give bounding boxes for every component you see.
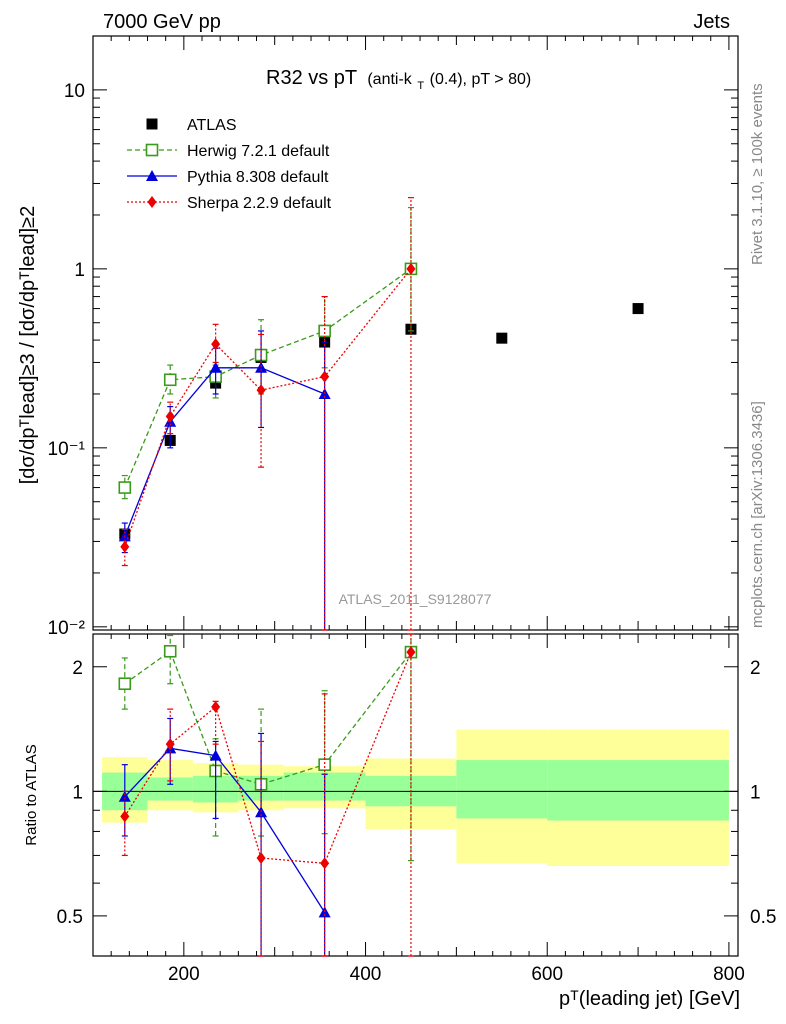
chart-title-sub-sub: T [417, 80, 424, 92]
point-sherpa-4 [320, 857, 330, 870]
ratio-series-sherpa [120, 633, 416, 957]
point-sherpa-0 [120, 540, 130, 553]
legend-label-herwig: Herwig 7.2.1 default [187, 143, 330, 160]
bot-ytick-label-0: 0.5 [57, 907, 83, 928]
bot-ytick-label-right-1: 1 [750, 782, 761, 803]
point-sherpa-4 [320, 370, 330, 383]
series-sherpa [120, 197, 416, 631]
point-sherpa-2 [211, 338, 221, 351]
line-herwig [124, 268, 412, 488]
point-herwig-1 [163, 644, 177, 658]
top-ytick-label-3: 10⁻² [48, 618, 86, 639]
main-ylabel: [dσ/dpᵀlead]≥3 / [dσ/dpᵀlead]≥2 [17, 206, 39, 485]
legend-label-pythia: Pythia 8.308 default [187, 169, 329, 186]
bot-ytick-label-right-2: 2 [750, 658, 761, 679]
point-herwig-0 [118, 481, 132, 494]
point-sherpa-5 [406, 262, 416, 275]
analysis-watermark: ATLAS_2011_S9128077 [339, 591, 492, 607]
ratio-ylabel: Ratio to ATLAS [23, 744, 40, 845]
band-inner-7 [547, 760, 729, 821]
band-inner-6 [456, 760, 548, 819]
xtick-label-200: 200 [168, 964, 200, 985]
chart-title: R32 vs pT (anti-k T (0.4), pT > 80) [266, 67, 531, 94]
point-sherpa-2 [211, 700, 221, 713]
header-left: 7000 GeV pp [103, 11, 221, 33]
side-text-mcplots: mcplots.cern.ch [arXiv:1306.3436] [749, 401, 766, 628]
point-sherpa-0 [120, 810, 130, 823]
legend-marker-pythia [146, 170, 158, 181]
chart-title-sub-a: (anti-k [367, 71, 412, 88]
point-herwig-1 [163, 373, 177, 387]
main-plot-frame [92, 35, 739, 631]
legend-marker-sherpa [147, 196, 157, 208]
chart-title-main: R32 vs pT [266, 67, 357, 89]
bot-ytick-label-right-0: 0.5 [750, 907, 776, 928]
xtick-label-600: 600 [531, 964, 563, 985]
header-right: Jets [693, 11, 730, 33]
point-pythia-2 [209, 749, 222, 761]
point-pythia-0 [118, 790, 131, 802]
xlabel: pᵀ(leading jet) [GeV] [559, 988, 740, 1010]
xtick-label-400: 400 [350, 964, 382, 985]
bot-ytick-label-2: 2 [72, 658, 83, 679]
point-atlas-6 [496, 332, 508, 344]
line-herwig [124, 650, 412, 785]
point-herwig-4 [318, 324, 331, 338]
legend-marker-atlas [146, 118, 158, 130]
point-sherpa-3 [256, 852, 266, 865]
point-herwig-0 [118, 677, 132, 691]
side-text-rivet: Rivet 3.1.10, ≥ 100k events [749, 83, 766, 265]
top-ytick-label-0: 10 [64, 81, 85, 102]
ratio-plot-frame [92, 633, 739, 957]
top-ytick-label-1: 1 [74, 260, 85, 281]
bot-ytick-label-1: 1 [72, 782, 83, 803]
line-sherpa [124, 268, 412, 548]
band-inner-1 [147, 777, 193, 801]
point-sherpa-5 [406, 646, 416, 659]
point-atlas-7 [632, 303, 644, 315]
point-sherpa-1 [165, 738, 175, 751]
top-ytick-label-2: 10⁻¹ [48, 439, 86, 460]
point-sherpa-3 [256, 384, 266, 397]
legend-label-sherpa: Sherpa 2.2.9 default [187, 195, 332, 212]
legend: ATLAS Herwig 7.2.1 default Pythia 8.308 de… [127, 117, 332, 212]
legend-marker-herwig [145, 143, 159, 157]
point-pythia-3 [255, 361, 268, 373]
chart-title-sub-b: (0.4), pT > 80) [430, 71, 532, 88]
xtick-label-800: 800 [713, 964, 745, 985]
legend-label-atlas: ATLAS [187, 117, 237, 134]
point-pythia-2 [209, 361, 222, 373]
point-sherpa-1 [165, 410, 175, 423]
point-herwig-4 [318, 758, 331, 771]
